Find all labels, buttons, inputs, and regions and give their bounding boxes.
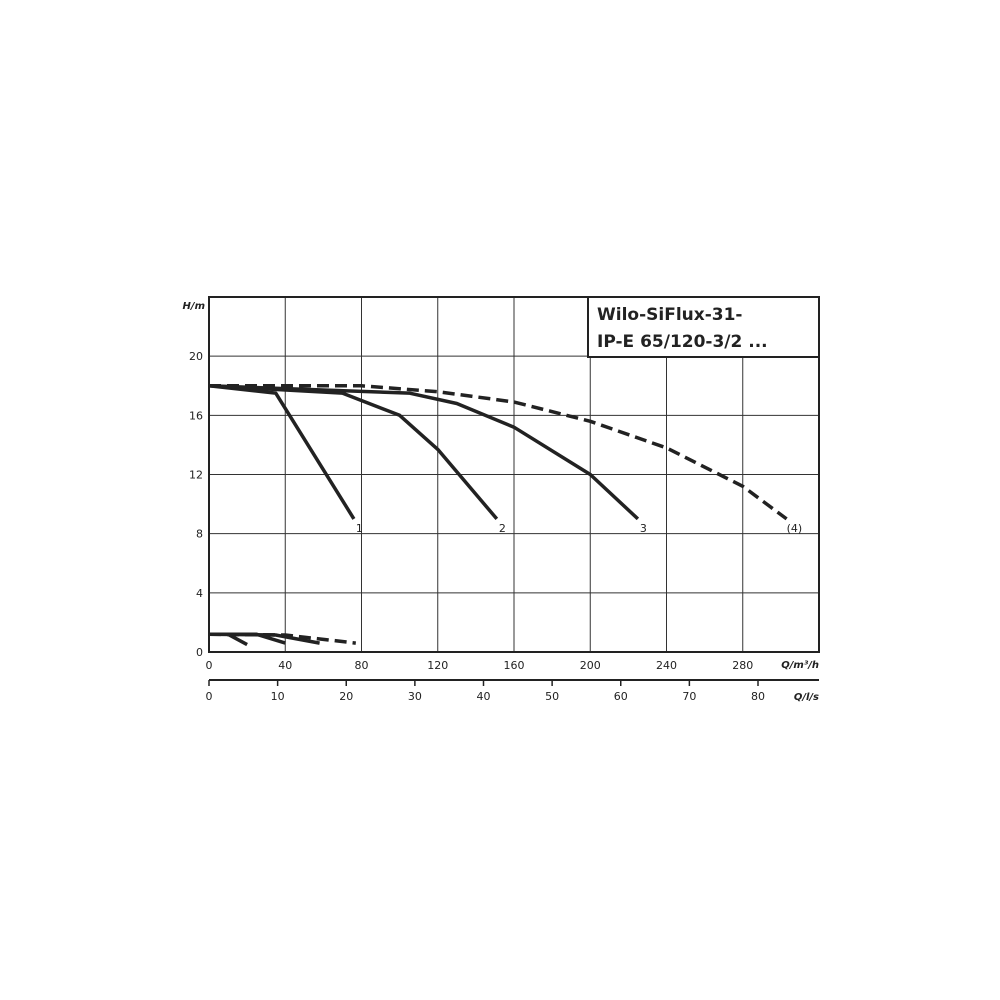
x2-tick-label: 20 [339,690,353,703]
y-tick-label: 0 [196,646,203,659]
curve-label: 2 [499,522,506,535]
curve-3 [208,384,640,521]
x2-tick-label: 30 [408,690,422,703]
x2-tick-label: 70 [682,690,696,703]
curve-label: 3 [640,522,647,535]
x2-tick-label: 10 [271,690,285,703]
x-tick-label: 240 [656,659,677,672]
y-tick-label: 4 [196,587,203,600]
x-tick-label: 160 [504,659,525,672]
y-tick-label: 8 [196,528,203,541]
x2-tick-label: 50 [545,690,559,703]
x2-tick-label: 80 [751,690,765,703]
x-tick-label: 0 [206,659,213,672]
plot-frame [208,296,820,653]
x2-tick-label: 40 [477,690,491,703]
x-tick-label: 280 [732,659,753,672]
x2-tick-label: 60 [614,690,628,703]
chart-title-line: IP-E 65/120-3/2 ... [597,332,768,352]
x-axis-label: Q/m³/h [781,660,819,671]
x-tick-label: 120 [427,659,448,672]
x-tick-label: 200 [580,659,601,672]
x2-tick-label: 0 [206,690,213,703]
y-axis-label: H/m [183,301,205,312]
title-box [587,296,820,358]
y-tick-label: 16 [189,409,203,422]
curve-label: (4) [787,522,803,535]
y-tick-label: 12 [189,469,203,482]
curve-4 [209,384,788,521]
x2-axis-label: Q/l/s [794,692,819,703]
x-tick-label: 40 [278,659,292,672]
x-tick-label: 80 [355,659,369,672]
curve-1 [208,384,356,520]
curve-label: 1 [356,522,363,535]
chart-title-line: Wilo-SiFlux-31- [597,305,743,325]
y-tick-label: 20 [189,350,203,363]
curve-2 [208,384,499,521]
curve-low-7 [208,632,356,645]
